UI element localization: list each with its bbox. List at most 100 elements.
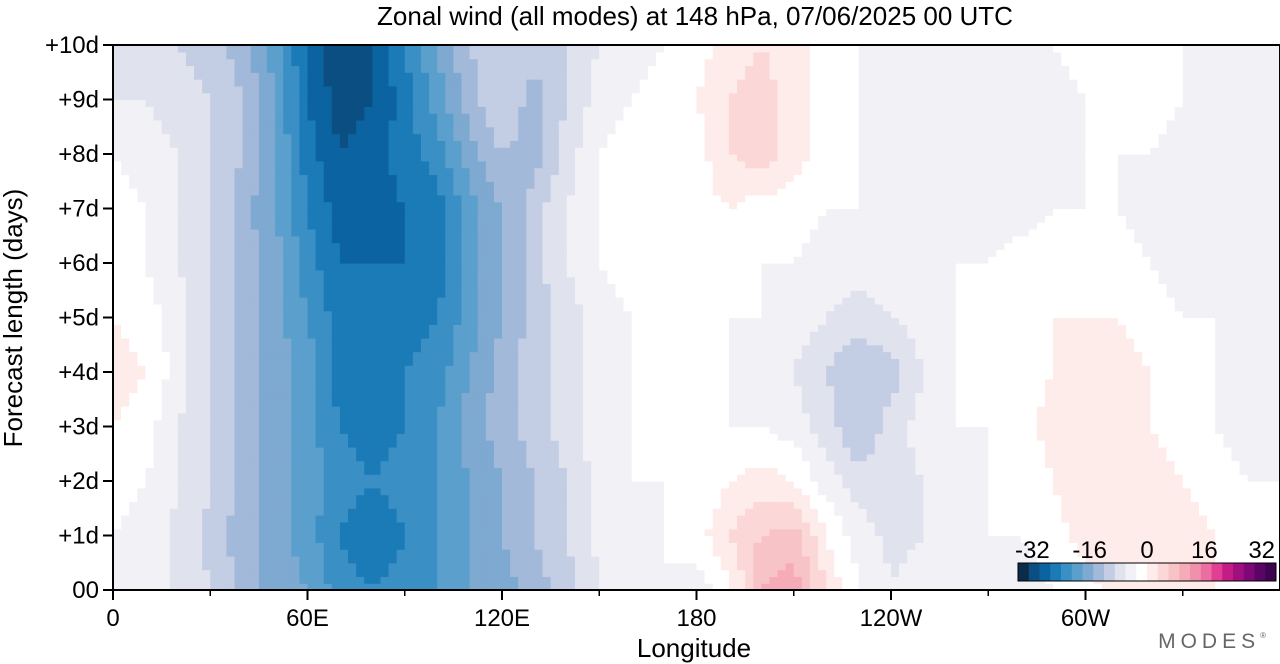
heat-cell — [1036, 494, 1046, 503]
heat-cell — [745, 467, 754, 475]
heat-cell — [1158, 521, 1168, 530]
heat-cell — [534, 481, 544, 489]
heat-cell — [818, 440, 827, 448]
heat-cell — [210, 549, 219, 557]
heat-cell — [502, 419, 511, 428]
heat-cell — [388, 542, 398, 550]
heat-cell — [518, 501, 527, 509]
heat-cell — [1198, 385, 1208, 394]
heat-cell — [469, 365, 479, 373]
heat-cell — [939, 583, 949, 590]
heat-cell — [988, 399, 997, 407]
heat-cell — [1004, 453, 1014, 462]
heat-cell — [996, 378, 1006, 387]
heat-cell — [672, 576, 681, 584]
heat-cell — [988, 460, 997, 468]
heat-cell — [931, 392, 941, 400]
heat-cell — [672, 378, 681, 387]
heat-cell — [647, 378, 657, 387]
heat-cell — [1093, 467, 1103, 475]
heat-cell — [1271, 535, 1280, 543]
heat-cell — [672, 528, 681, 537]
heat-cell — [526, 501, 536, 509]
heat-cell — [161, 467, 171, 475]
heat-cell — [461, 501, 471, 509]
heat-cell — [169, 440, 179, 448]
heat-cell — [518, 351, 527, 359]
heat-cell — [753, 372, 762, 380]
heat-cell — [583, 440, 592, 448]
heat-cell — [161, 508, 171, 516]
heat-cell — [712, 440, 722, 448]
heat-cell — [1109, 494, 1119, 503]
heat-cell — [388, 378, 398, 387]
heat-cell — [1053, 406, 1062, 414]
heat-cell — [1109, 426, 1119, 434]
heat-cell — [1166, 583, 1176, 590]
heat-cell — [931, 555, 941, 564]
heat-cell — [380, 569, 390, 577]
heat-cell — [493, 412, 503, 421]
heat-cell — [218, 535, 228, 543]
heat-cell — [137, 528, 147, 537]
heat-cell — [348, 528, 357, 537]
heat-cell — [356, 555, 365, 564]
heat-cell — [688, 562, 698, 571]
heat-cell — [275, 351, 284, 359]
heat-cell — [858, 515, 868, 523]
heat-cell — [907, 372, 916, 380]
heat-cell — [591, 365, 600, 373]
heat-cell — [882, 426, 892, 434]
heat-cell — [258, 433, 268, 441]
heat-cell — [1150, 392, 1160, 400]
heat-cell — [429, 440, 438, 448]
heat-cell — [1174, 433, 1184, 441]
heat-cell — [250, 426, 260, 434]
heat-cell — [1077, 406, 1087, 414]
heat-cell — [923, 460, 933, 468]
heat-cell — [737, 372, 746, 380]
heat-cell — [1190, 487, 1200, 496]
heat-cell — [558, 481, 568, 489]
heat-cell — [891, 528, 900, 537]
heat-cell — [842, 508, 852, 516]
heat-cell — [696, 460, 706, 468]
heat-cell — [412, 535, 422, 543]
heat-cell — [1012, 501, 1022, 509]
heat-cell — [356, 358, 365, 366]
heat-cell — [858, 406, 868, 414]
heat-cell — [550, 481, 560, 489]
heat-cell — [420, 392, 430, 400]
heat-cell — [761, 508, 771, 516]
heat-cell — [680, 399, 689, 407]
heat-cell — [1263, 419, 1273, 428]
heat-cell — [866, 508, 876, 516]
heat-cell — [315, 372, 325, 380]
heat-cell — [137, 365, 147, 373]
heat-cell — [250, 365, 260, 373]
heat-cell — [542, 521, 552, 530]
heat-cell — [275, 412, 284, 421]
heat-cell — [437, 487, 446, 496]
heat-cell — [145, 569, 155, 577]
heat-cell — [963, 426, 973, 434]
heat-cell — [266, 426, 276, 434]
heat-cell — [1158, 419, 1168, 428]
heat-cell — [785, 440, 795, 448]
heat-cell — [1044, 399, 1054, 407]
heat-cell — [542, 481, 552, 489]
heat-cell — [712, 515, 722, 523]
heat-cell — [566, 535, 576, 543]
heat-cell — [153, 481, 163, 489]
heat-cell — [461, 426, 471, 434]
heat-cell — [834, 521, 843, 530]
heat-cell — [550, 406, 560, 414]
heat-cell — [518, 549, 527, 557]
heat-cell — [1239, 446, 1249, 455]
heat-cell — [882, 406, 892, 414]
heat-cell — [712, 549, 722, 557]
heat-cell — [1117, 399, 1127, 407]
heat-cell — [250, 494, 260, 503]
heat-cell — [842, 412, 852, 421]
